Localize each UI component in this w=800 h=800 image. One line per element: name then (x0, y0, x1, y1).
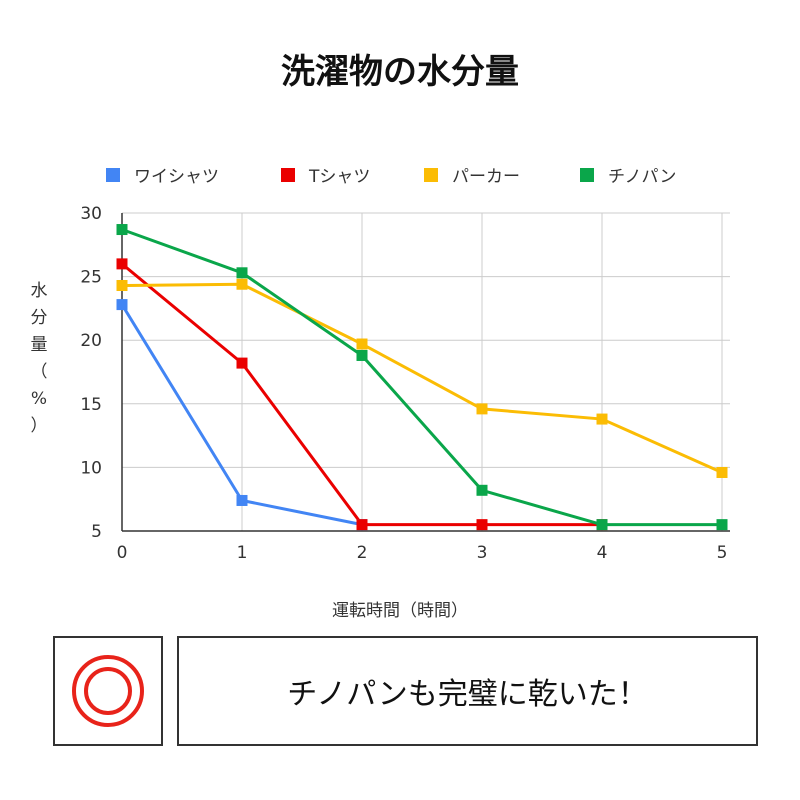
x-tick-label: 1 (237, 543, 248, 563)
legend-label: ワイシャツ (134, 167, 219, 187)
y-axis-label-char: 量 (30, 335, 48, 355)
y-axis-label-char: 水 (30, 281, 48, 301)
legend-item-tshirt: Tシャツ (281, 162, 370, 187)
data-point (356, 338, 368, 350)
result-mark-box (53, 636, 163, 746)
data-point (596, 519, 608, 531)
data-point (116, 280, 128, 292)
chart-title: 洗濯物の水分量 (281, 52, 519, 92)
data-point (236, 357, 248, 369)
y-tick-label: 25 (80, 268, 102, 288)
x-tick-label: 4 (597, 543, 608, 563)
data-point (596, 413, 608, 425)
legend-item-dress-shirt: ワイシャツ (106, 162, 219, 187)
chart-legend: ワイシャツ Tシャツ パーカー チノパン (0, 162, 800, 188)
x-tick-label: 5 (717, 543, 728, 563)
x-axis-label: 運転時間（時間） (332, 601, 468, 621)
y-axis-label: 水 分 量 （ % ） (24, 278, 54, 440)
result-text: チノパンも完璧に乾いた！ (287, 677, 648, 712)
legend-swatch (580, 167, 594, 182)
legend-swatch (106, 167, 120, 182)
data-point (236, 278, 248, 290)
data-point (356, 519, 368, 531)
x-tick-label: 2 (357, 543, 368, 563)
data-point (236, 267, 248, 279)
y-axis-label-char: 分 (30, 308, 48, 328)
y-tick-label: 10 (80, 458, 102, 478)
y-axis-label-char: （ (30, 362, 48, 382)
data-point (716, 519, 728, 531)
data-point (116, 224, 128, 236)
series-line (121, 282, 723, 474)
legend-item-chinos: チノパン (580, 162, 676, 187)
legend-swatch (424, 167, 438, 182)
double-circle-icon (72, 655, 144, 727)
series-line (121, 228, 722, 527)
y-tick-label: 5 (91, 522, 102, 542)
legend-label: パーカー (452, 167, 520, 187)
data-point (476, 484, 488, 496)
data-point (236, 494, 248, 506)
legend-label: Tシャツ (309, 167, 371, 187)
y-axis-label-char: % (30, 389, 48, 409)
data-point (356, 349, 368, 361)
data-point (716, 466, 728, 478)
data-point (476, 519, 488, 531)
y-axis-label-char: ） (30, 416, 48, 436)
y-tick-label: 15 (80, 395, 102, 415)
legend-item-hoodie: パーカー (424, 162, 520, 187)
y-tick-label: 30 (80, 204, 102, 224)
data-point (476, 403, 488, 415)
x-tick-label: 3 (477, 543, 488, 563)
data-point (116, 299, 128, 311)
x-tick-label: 0 (117, 543, 128, 563)
legend-swatch (281, 167, 295, 182)
data-point (116, 258, 128, 270)
result-text-box: チノパンも完璧に乾いた！ (177, 636, 758, 746)
y-tick-label: 20 (80, 331, 102, 351)
legend-label: チノパン (608, 167, 677, 187)
